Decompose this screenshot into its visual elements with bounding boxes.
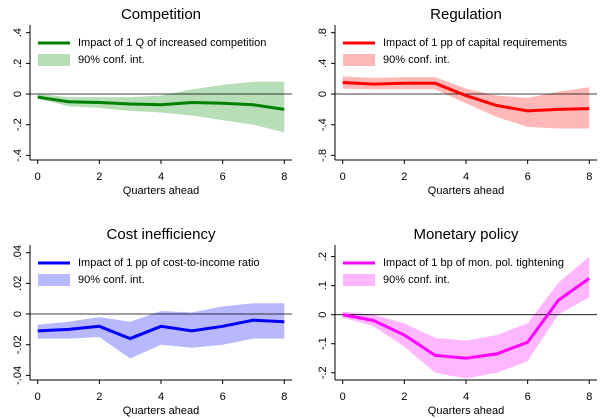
x-tick-label: 2 bbox=[401, 391, 407, 403]
legend-label: 90% conf. int. bbox=[383, 274, 450, 286]
x-tick-label: 8 bbox=[281, 391, 287, 403]
chart-title: Cost inefficiency bbox=[107, 226, 216, 243]
legend-label: 90% conf. int. bbox=[78, 54, 145, 66]
chart-title: Regulation bbox=[430, 6, 502, 23]
x-tick-label: 6 bbox=[525, 171, 531, 183]
legend-label: Impact of 1 Q of increased competition bbox=[78, 37, 266, 49]
y-tick-label: 0 bbox=[317, 312, 329, 318]
chart-title: Competition bbox=[121, 6, 201, 23]
y-tick-label: -.4 bbox=[317, 118, 329, 131]
impact-line bbox=[342, 81, 590, 113]
legend-swatch bbox=[38, 54, 70, 66]
y-tick-label: .2 bbox=[317, 252, 329, 261]
x-tick-label: 0 bbox=[340, 171, 346, 183]
y-tick-label: .1 bbox=[317, 281, 329, 290]
x-tick-label: 2 bbox=[96, 171, 102, 183]
x-axis-label: Quarters ahead bbox=[428, 405, 504, 417]
x-tick-label: 0 bbox=[35, 171, 41, 183]
y-tick-label: -.04 bbox=[12, 366, 24, 385]
impact-line bbox=[37, 318, 285, 341]
legend-swatch bbox=[343, 54, 375, 66]
x-tick-label: 8 bbox=[586, 171, 592, 183]
x-axis-label: Quarters ahead bbox=[123, 405, 199, 417]
x-tick-label: 4 bbox=[158, 171, 164, 183]
y-tick-label: .04 bbox=[12, 245, 24, 260]
x-tick-label: 6 bbox=[220, 391, 226, 403]
impact-line bbox=[37, 95, 285, 111]
x-tick-label: 4 bbox=[463, 391, 469, 403]
x-tick-label: 4 bbox=[463, 171, 469, 183]
x-axis-label: Quarters ahead bbox=[123, 185, 199, 197]
x-axis-label: Quarters ahead bbox=[428, 185, 504, 197]
y-tick-label: 0 bbox=[12, 91, 24, 97]
y-tick-label: .4 bbox=[12, 28, 24, 37]
y-tick-label: -.1 bbox=[317, 337, 329, 350]
y-tick-label: -.2 bbox=[12, 118, 24, 131]
confidence-band bbox=[37, 81, 285, 133]
confidence-band bbox=[37, 303, 285, 359]
legend-label: Impact of 1 pp of capital requirements bbox=[383, 37, 568, 49]
confidence-band bbox=[342, 256, 590, 379]
y-tick-label: 0 bbox=[317, 91, 329, 97]
y-tick-label: .2 bbox=[12, 59, 24, 68]
confidence-band bbox=[342, 76, 590, 129]
x-tick-label: 8 bbox=[281, 171, 287, 183]
x-tick-label: 0 bbox=[340, 391, 346, 403]
legend-swatch bbox=[38, 274, 70, 286]
impact-line bbox=[342, 277, 591, 360]
chart-title: Monetary policy bbox=[413, 226, 519, 243]
legend-label: 90% conf. int. bbox=[383, 54, 450, 66]
legend-label: 90% conf. int. bbox=[78, 274, 145, 286]
y-tick-label: 0 bbox=[12, 311, 24, 317]
x-tick-label: 0 bbox=[35, 391, 41, 403]
y-tick-label: -.8 bbox=[317, 149, 329, 162]
x-tick-label: 6 bbox=[525, 391, 531, 403]
legend-label: Impact of 1 pp of cost-to-income ratio bbox=[78, 257, 260, 269]
y-tick-label: .02 bbox=[12, 276, 24, 291]
x-tick-label: 2 bbox=[401, 171, 407, 183]
y-tick-label: -.4 bbox=[12, 149, 24, 162]
legend-swatch bbox=[343, 274, 375, 286]
legend-label: Impact of 1 bp of mon. pol. tightening bbox=[383, 257, 564, 269]
y-tick-label: .8 bbox=[317, 28, 329, 37]
x-tick-label: 8 bbox=[586, 391, 592, 403]
x-tick-label: 4 bbox=[158, 391, 164, 403]
y-tick-label: -.2 bbox=[317, 366, 329, 379]
x-tick-label: 2 bbox=[96, 391, 102, 403]
y-tick-label: -.02 bbox=[12, 335, 24, 354]
y-tick-label: .4 bbox=[317, 59, 329, 68]
x-tick-label: 6 bbox=[220, 171, 226, 183]
